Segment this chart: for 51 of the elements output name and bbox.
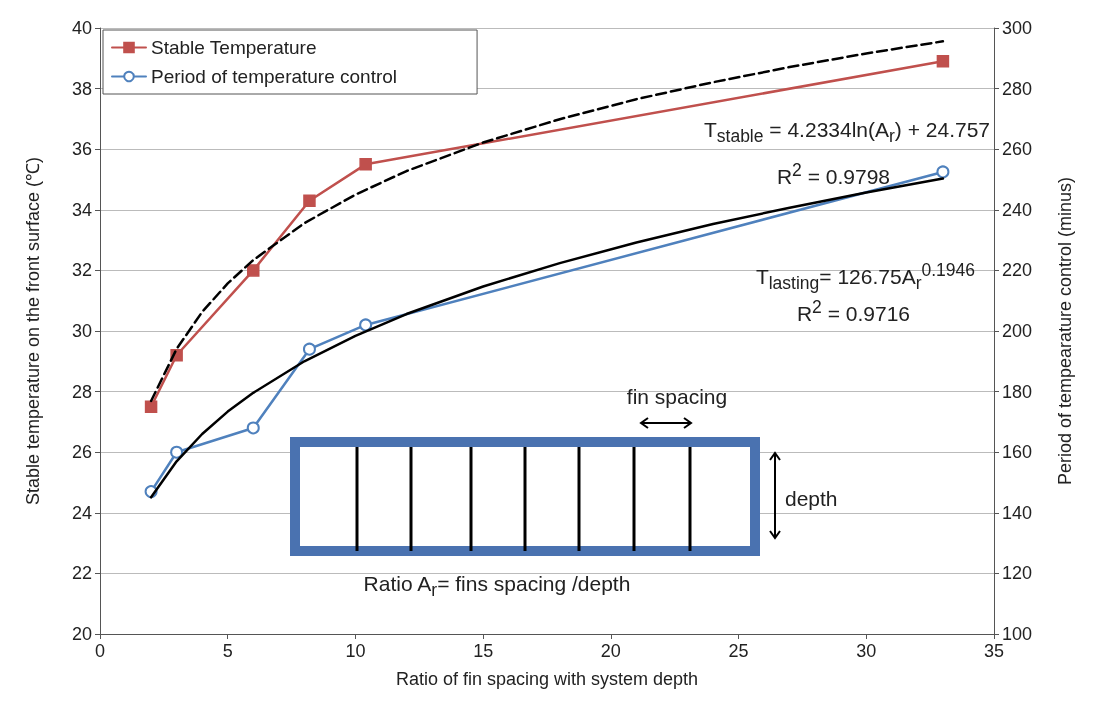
point	[936, 55, 950, 68]
x-tick-label: 35	[983, 641, 1005, 661]
x-tick-label: 25	[728, 641, 749, 661]
y2-tick-label: 280	[1002, 78, 1033, 99]
y2-tick-label: 240	[1002, 199, 1033, 220]
x-tick-label: 10	[345, 641, 366, 661]
y2-tick-label: 200	[1002, 321, 1033, 341]
point	[359, 158, 372, 171]
y2-tick-label: 100	[1002, 624, 1033, 644]
annotation: Ratio A$_{r}$= fins spacing /depth	[363, 572, 631, 603]
y-tick-label: 28	[71, 381, 92, 402]
legend-label: Period of temperature control	[151, 66, 398, 87]
point	[936, 165, 950, 179]
y2-tick-label: 300	[1002, 18, 1033, 38]
point	[246, 421, 260, 435]
point	[302, 342, 316, 356]
x-axis-title: Ratio of fin spacing with system depth	[395, 669, 699, 689]
x-tick-label: 20	[600, 641, 621, 661]
y-tick-label: 26	[71, 442, 92, 463]
x-tick-label: 30	[856, 641, 877, 661]
y2-tick-label: 180	[1002, 381, 1033, 402]
y-tick-label: 24	[71, 502, 92, 523]
y2-axis-title: Period of tempearature control (minus)	[1055, 176, 1075, 486]
x-tick-label: 5	[222, 641, 233, 661]
y-tick-label: 30	[71, 321, 92, 341]
y-tick-label: 32	[71, 260, 92, 281]
y2-tick-label: 260	[1002, 139, 1033, 160]
point	[303, 194, 316, 207]
x-tick-label: 15	[473, 641, 494, 661]
y2-tick-label: 140	[1002, 502, 1033, 523]
y-tick-label: 20	[71, 624, 92, 644]
y-tick-label: 22	[71, 563, 92, 584]
point	[144, 400, 158, 413]
point	[247, 264, 260, 277]
legend-label: Stable Temperature	[151, 37, 317, 58]
y-tick-label: 38	[71, 78, 92, 99]
annotation: depth	[785, 487, 838, 511]
point	[170, 445, 184, 459]
y2-tick-label: 220	[1002, 260, 1033, 281]
annotation: R$^{2}$ = 0.9798	[776, 159, 890, 189]
y-axis-title: Stable temperature on the front surface (℃)	[23, 156, 43, 506]
y-tick-label: 34	[71, 199, 92, 220]
y-tick-label: 36	[71, 139, 92, 160]
x-tick-label: 0	[94, 641, 106, 661]
annotation: T$_{stable}$ = 4.2334ln(A$_{r}$) + 24.757	[703, 118, 990, 149]
y2-tick-label: 160	[1002, 442, 1033, 463]
annotation: R$^{2}$ = 0.9716	[796, 296, 910, 326]
y-tick-label: 40	[71, 18, 92, 38]
annotation: fin spacing	[626, 385, 728, 409]
point	[359, 318, 373, 332]
y2-tick-label: 120	[1002, 563, 1033, 584]
